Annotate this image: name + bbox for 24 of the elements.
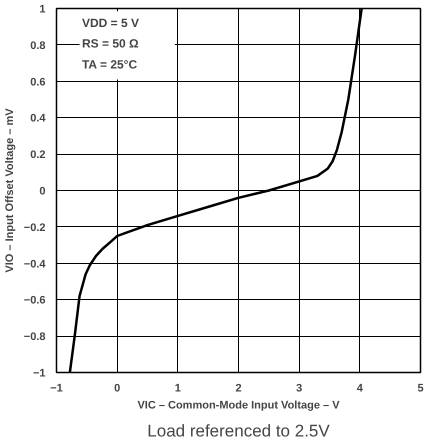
text: Load referenced to 2.5V: [147, 422, 330, 440]
y-axis-title: VIO – Input Offset Voltage – mV: [4, 108, 16, 273]
x-tick-label: 0: [114, 382, 120, 394]
y-tick-label: −0.6: [24, 294, 46, 307]
y-tick-label: 1: [39, 4, 46, 16]
y-tick-label: 0.8: [30, 40, 46, 52]
x-tick-label: 3: [296, 382, 302, 394]
y-tick-label: 0.6: [30, 76, 46, 88]
annotation: RS = 50 Ω: [82, 36, 140, 51]
y-tick-label: 0.4: [30, 112, 46, 125]
y-tick-label: −0.2: [24, 222, 46, 234]
annotation: VDD = 5 V: [82, 16, 140, 30]
y-tick-label: −0.4: [24, 258, 46, 270]
x-tick-label: 2: [235, 382, 242, 394]
y-tick-label: −1: [32, 368, 46, 380]
x-tick-label: 4: [356, 382, 364, 394]
x-axis-title: VIC – Common-Mode Input Voltage – V: [137, 400, 340, 412]
y-tick-label: 0.2: [30, 149, 46, 162]
y-tick-label: −0.8: [24, 331, 46, 344]
x-tick-label: 1: [174, 382, 181, 394]
x-tick-label: 5: [417, 382, 424, 394]
annotation: TA = 25°C: [82, 58, 138, 72]
y-tick-label: 0: [39, 186, 46, 198]
x-tick-label: −1: [50, 382, 63, 394]
